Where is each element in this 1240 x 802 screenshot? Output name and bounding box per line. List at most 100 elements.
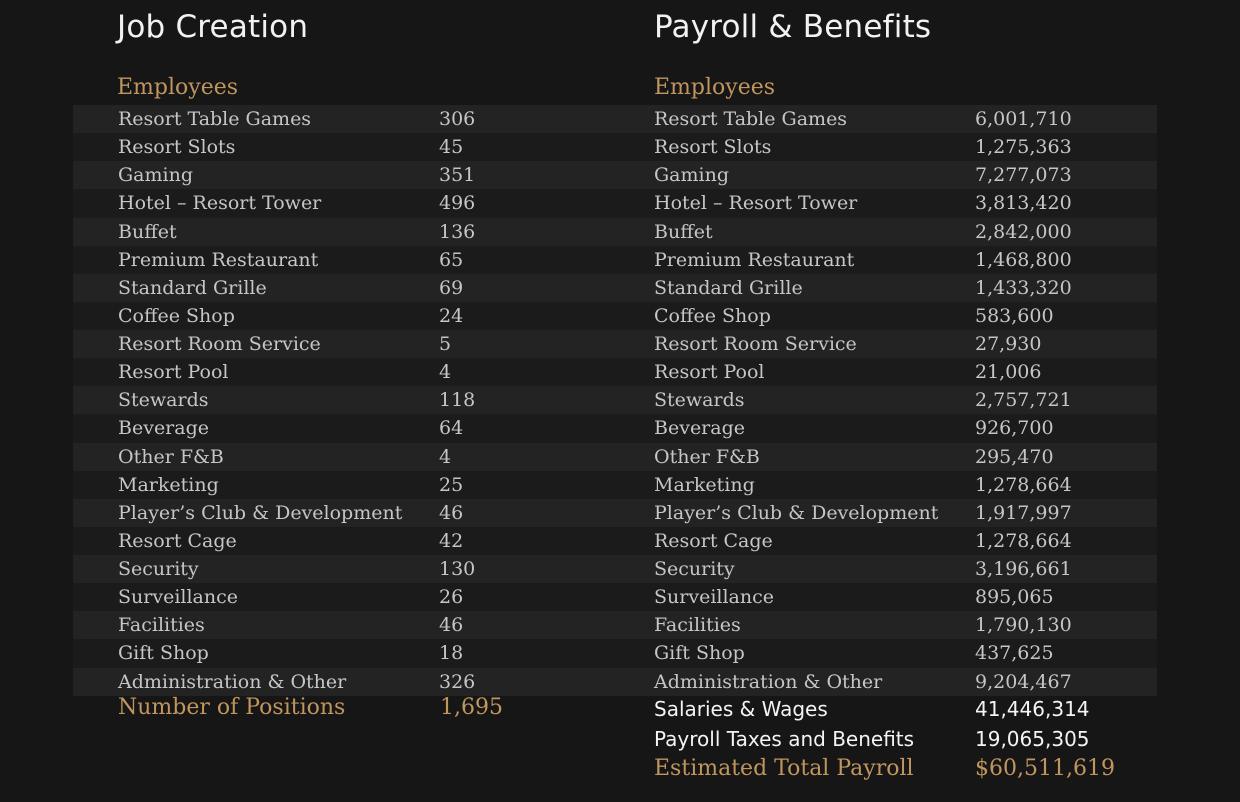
row-value: 437,625: [975, 642, 1054, 665]
payroll-taxes-value: 19,065,305: [975, 727, 1090, 751]
table-row: Player’s Club & Development 46: [73, 498, 621, 527]
row-value: 2,757,721: [975, 389, 1072, 412]
table-row: Hotel – Resort Tower 3,813,420: [621, 189, 1157, 218]
table-row: Premium Restaurant 1,468,800: [621, 245, 1157, 274]
row-value: 64: [439, 417, 464, 440]
table-row: Hotel – Resort Tower 496: [73, 189, 621, 218]
row-label: Resort Table Games: [118, 108, 312, 130]
table-row: Premium Restaurant 65: [73, 245, 621, 274]
row-label: Marketing: [654, 473, 755, 496]
row-label: Player’s Club & Development: [118, 501, 403, 524]
table-row: Facilities 1,790,130: [621, 611, 1157, 640]
table-row: Stewards 2,757,721: [621, 386, 1157, 415]
table-row: Buffet 2,842,000: [621, 217, 1157, 246]
row-value: 27,930: [975, 333, 1042, 355]
row-value: 25: [439, 473, 464, 496]
row-value: 306: [439, 108, 476, 130]
row-label: Buffet: [654, 220, 713, 243]
row-label: Standard Grille: [118, 276, 267, 299]
row-value: 6,001,710: [975, 108, 1072, 130]
table-row: Resort Pool 4: [73, 358, 621, 387]
table-row: Resort Table Games 306: [73, 105, 621, 134]
table-row: Administration & Other 9,204,467: [621, 667, 1157, 696]
table-row: Standard Grille 1,433,320: [621, 273, 1157, 302]
row-label: Resort Room Service: [654, 333, 857, 355]
payroll-section-label: Employees: [654, 75, 776, 100]
number-of-positions-label: Number of Positions: [118, 695, 346, 720]
table-row: Administration & Other 326: [73, 667, 621, 696]
row-value: 1,790,130: [975, 614, 1072, 637]
estimated-total-payroll-value: $60,511,619: [975, 756, 1115, 781]
row-value: 46: [439, 501, 464, 524]
table-row: Resort Pool 21,006: [621, 358, 1157, 387]
table-row: Marketing 25: [73, 470, 621, 499]
row-label: Security: [118, 558, 199, 580]
row-label: Premium Restaurant: [118, 248, 319, 271]
table-row: Surveillance 895,065: [621, 583, 1157, 612]
row-label: Resort Cage: [118, 529, 237, 552]
row-value: 295,470: [975, 445, 1054, 468]
row-label: Gift Shop: [654, 642, 745, 665]
row-label: Coffee Shop: [654, 304, 771, 327]
table-row: Resort Room Service 5: [73, 330, 621, 359]
row-value: 1,278,664: [975, 529, 1072, 552]
row-label: Resort Slots: [654, 136, 772, 159]
table-row: Beverage 926,700: [621, 414, 1157, 443]
row-value: 5: [439, 333, 452, 355]
table-row: Gaming 351: [73, 161, 621, 190]
row-label: Stewards: [118, 389, 209, 412]
row-label: Premium Restaurant: [654, 248, 855, 271]
row-label: Surveillance: [654, 586, 774, 609]
payroll-taxes-label: Payroll Taxes and Benefits: [654, 727, 915, 751]
job-creation-title: Job Creation: [117, 9, 309, 45]
row-value: 9,204,467: [975, 670, 1072, 693]
row-value: 130: [439, 558, 476, 580]
job-creation-section-label: Employees: [117, 75, 239, 100]
table-row: Coffee Shop 583,600: [621, 301, 1157, 330]
table-row: Security 130: [73, 555, 621, 584]
table-row: Marketing 1,278,664: [621, 470, 1157, 499]
row-value: 45: [439, 136, 464, 159]
row-label: Hotel – Resort Tower: [118, 192, 322, 215]
table-row: Gift Shop 437,625: [621, 639, 1157, 668]
row-value: 7,277,073: [975, 164, 1072, 187]
table-row: Other F&B 295,470: [621, 442, 1157, 471]
row-label: Marketing: [118, 473, 219, 496]
table-row: Facilities 46: [73, 611, 621, 640]
row-value: 1,468,800: [975, 248, 1072, 271]
row-label: Surveillance: [118, 586, 238, 609]
row-label: Facilities: [654, 614, 741, 637]
row-value: 118: [439, 389, 476, 412]
row-value: 351: [439, 164, 476, 187]
table-row: Resort Cage 1,278,664: [621, 526, 1157, 555]
row-value: 21,006: [975, 361, 1042, 384]
row-value: 4: [439, 445, 452, 468]
table-row: Resort Slots 45: [73, 133, 621, 162]
row-value: 496: [439, 192, 476, 215]
payroll-table: Resort Table Games 6,001,710 Resort Slots 1…: [621, 105, 1157, 696]
table-row: Beverage 64: [73, 414, 621, 443]
row-label: Hotel – Resort Tower: [654, 192, 858, 215]
row-label: Resort Pool: [654, 361, 765, 384]
table-row: Security 3,196,661: [621, 555, 1157, 584]
row-label: Facilities: [118, 614, 205, 637]
row-label: Resort Room Service: [118, 333, 321, 355]
table-row: Standard Grille 69: [73, 273, 621, 302]
row-value: 3,813,420: [975, 192, 1072, 215]
salaries-wages-label: Salaries & Wages: [654, 697, 828, 721]
row-label: Coffee Shop: [118, 304, 235, 327]
row-value: 136: [439, 220, 476, 243]
estimated-total-payroll-label: Estimated Total Payroll: [654, 756, 914, 781]
number-of-positions-value: 1,695: [440, 695, 503, 720]
row-value: 1,278,664: [975, 473, 1072, 496]
row-value: 1,917,997: [975, 501, 1072, 524]
row-value: 326: [439, 670, 476, 693]
row-label: Beverage: [118, 417, 210, 440]
row-value: 18: [439, 642, 464, 665]
table-row: Surveillance 26: [73, 583, 621, 612]
row-label: Other F&B: [118, 445, 224, 468]
table-row: Resort Slots 1,275,363: [621, 133, 1157, 162]
salaries-wages-value: 41,446,314: [975, 697, 1090, 721]
row-label: Administration & Other: [654, 670, 883, 693]
row-label: Resort Slots: [118, 136, 236, 159]
